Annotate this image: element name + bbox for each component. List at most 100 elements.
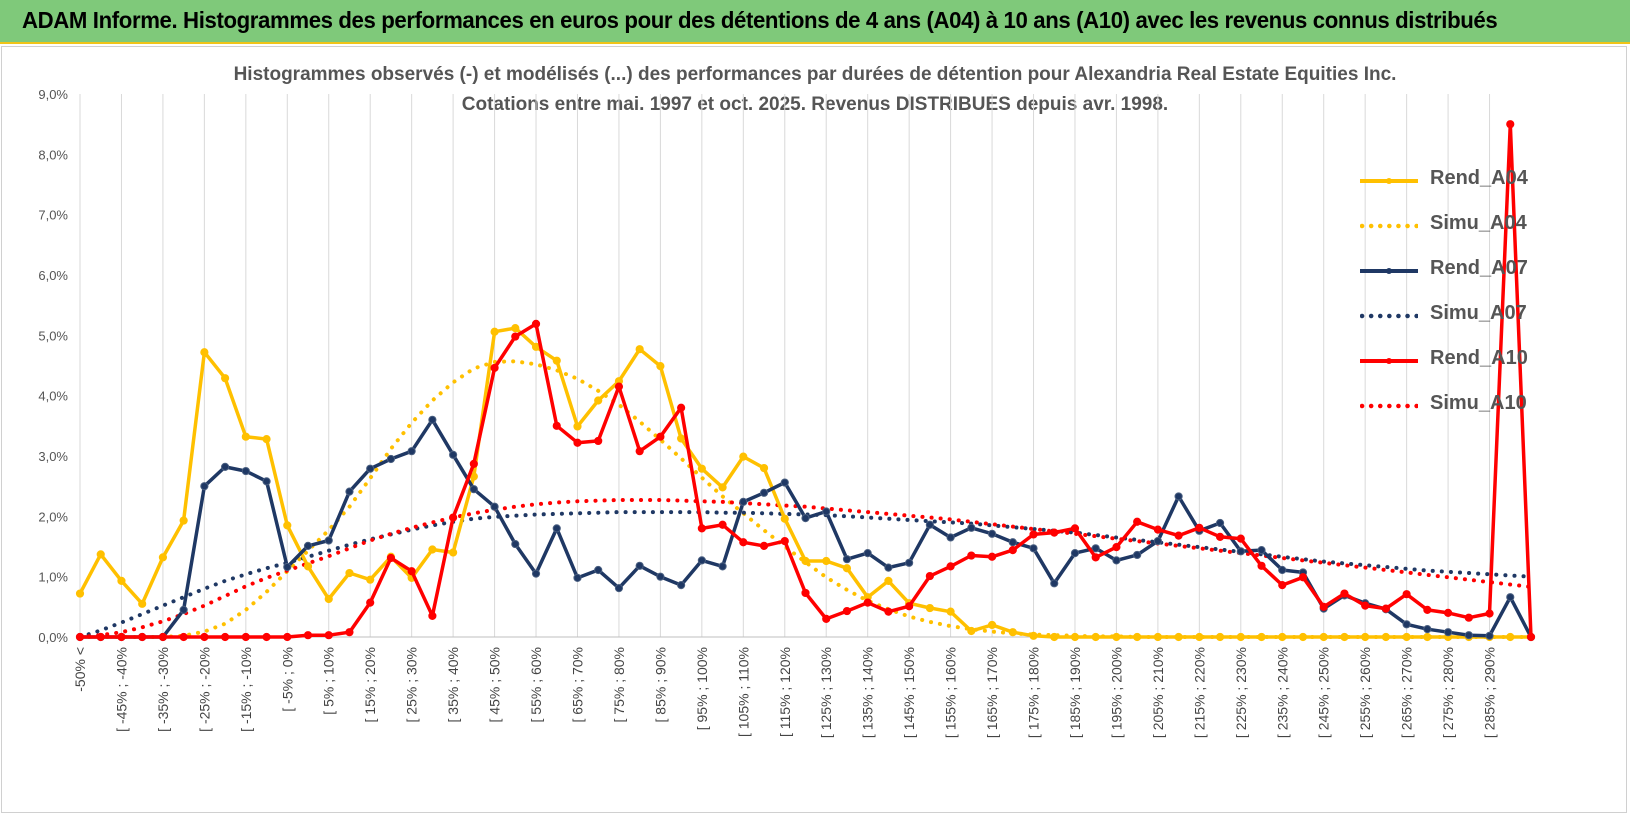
data-point	[428, 545, 437, 554]
data-point	[1402, 590, 1411, 599]
data-point	[739, 497, 748, 506]
y-tick-label: 8,0%	[38, 147, 68, 162]
data-point	[511, 332, 520, 341]
y-tick-label: 3,0%	[38, 449, 68, 464]
series-simu-a07	[78, 510, 1533, 639]
data-point	[490, 502, 499, 511]
page-title: ADAM Informe. Histogrammes des performan…	[22, 7, 1498, 33]
data-point	[511, 323, 520, 333]
y-tick-label: 1,0%	[38, 570, 68, 585]
data-point	[1361, 632, 1370, 642]
data-point	[1029, 530, 1038, 539]
chart-frame	[1, 46, 1627, 813]
data-point	[1153, 632, 1162, 642]
data-point	[1112, 632, 1121, 642]
data-point	[1236, 632, 1245, 642]
data-point	[718, 562, 727, 571]
x-tick-label: [ 45% ; 50%	[487, 647, 503, 723]
x-tick-label: [ 275% ; 280%	[1440, 647, 1456, 738]
data-point	[739, 538, 748, 547]
data-point	[1506, 120, 1515, 129]
data-point	[677, 434, 686, 443]
data-point	[801, 556, 810, 566]
data-point	[863, 549, 872, 558]
legend-item: Rend_A04	[1360, 166, 1540, 211]
data-point	[552, 524, 561, 533]
data-point	[449, 548, 458, 557]
data-point	[884, 607, 893, 616]
data-point	[656, 432, 665, 441]
series-line	[78, 418, 1533, 639]
data-point	[697, 464, 706, 473]
data-point	[1464, 631, 1473, 640]
data-point	[1278, 632, 1287, 642]
x-tick-label: [ 105% ; 110%	[735, 647, 751, 737]
data-point	[1361, 601, 1370, 610]
x-tick-label: [ 205% ; 210%	[1150, 647, 1166, 738]
data-point	[490, 327, 499, 336]
data-point	[345, 487, 354, 496]
legend-swatch	[1360, 358, 1418, 364]
chart-title-line1: Histogrammes observés (-) et modélisés (…	[233, 64, 1397, 85]
data-point	[1423, 632, 1432, 642]
data-point	[117, 632, 126, 642]
data-point	[884, 576, 893, 585]
data-point	[925, 603, 934, 613]
data-point	[1215, 632, 1225, 642]
legend-swatch	[1360, 403, 1418, 409]
data-point	[1070, 549, 1080, 558]
x-tick-label: [ 95% ; 100%	[694, 647, 710, 730]
data-point	[1112, 556, 1121, 565]
data-point	[262, 632, 271, 642]
y-tick-label: 9,0%	[38, 87, 68, 102]
legend-label: Simu_A04	[1430, 212, 1527, 234]
data-point	[283, 632, 292, 642]
data-point	[614, 584, 624, 593]
legend-label: Simu_A10	[1430, 392, 1527, 414]
data-point	[1174, 531, 1183, 540]
data-point	[1008, 546, 1017, 555]
data-point	[531, 569, 541, 578]
data-point	[697, 524, 706, 533]
header-banner: ADAM Informe. Histogrammes des performan…	[0, 0, 1630, 44]
data-point	[1298, 632, 1308, 642]
data-point	[386, 454, 396, 464]
legend-item: Simu_A10	[1360, 391, 1540, 436]
y-tick-label: 7,0%	[38, 208, 68, 223]
data-point	[1133, 517, 1142, 526]
x-tick-label: [ 185% ; 190%	[1067, 647, 1083, 738]
legend-swatch	[1360, 268, 1418, 274]
y-tick-label: 5,0%	[38, 328, 68, 343]
data-point	[324, 594, 333, 604]
data-point	[1319, 632, 1328, 642]
data-point	[552, 421, 561, 430]
legend-swatch	[1360, 178, 1418, 184]
x-tick-label: [ 265% ; 270%	[1399, 647, 1415, 738]
legend-swatch	[1360, 223, 1418, 229]
y-axis: 0,0% 1,0% 2,0% 3,0% 4,0% 5,0% 6,0% 7,0% 8,0% 9,0%	[38, 87, 68, 645]
data-point	[75, 589, 85, 598]
data-point	[1402, 632, 1411, 642]
x-tick-label: [ 125% ; 130%	[818, 647, 834, 738]
data-point	[1029, 631, 1038, 640]
data-point	[594, 565, 603, 575]
data-point	[1506, 632, 1515, 642]
data-point	[1236, 534, 1245, 543]
data-point	[200, 482, 209, 491]
data-point	[96, 550, 105, 559]
data-point	[1153, 525, 1162, 534]
data-point	[594, 396, 603, 405]
data-point	[303, 541, 313, 550]
x-tick-label: [ 65% ; 70%	[569, 647, 585, 723]
x-tick-label: [ 25% ; 30%	[404, 647, 420, 723]
data-point	[179, 632, 188, 642]
data-point	[801, 514, 810, 523]
data-point	[1236, 547, 1245, 556]
series-line	[78, 498, 1533, 639]
data-point	[241, 466, 250, 476]
data-point	[449, 450, 458, 459]
x-tick-label: [ -5% ; 0%	[279, 647, 295, 712]
x-tick-label: [ 225% ; 230%	[1233, 647, 1249, 738]
y-tick-label: 0,0%	[38, 630, 68, 645]
